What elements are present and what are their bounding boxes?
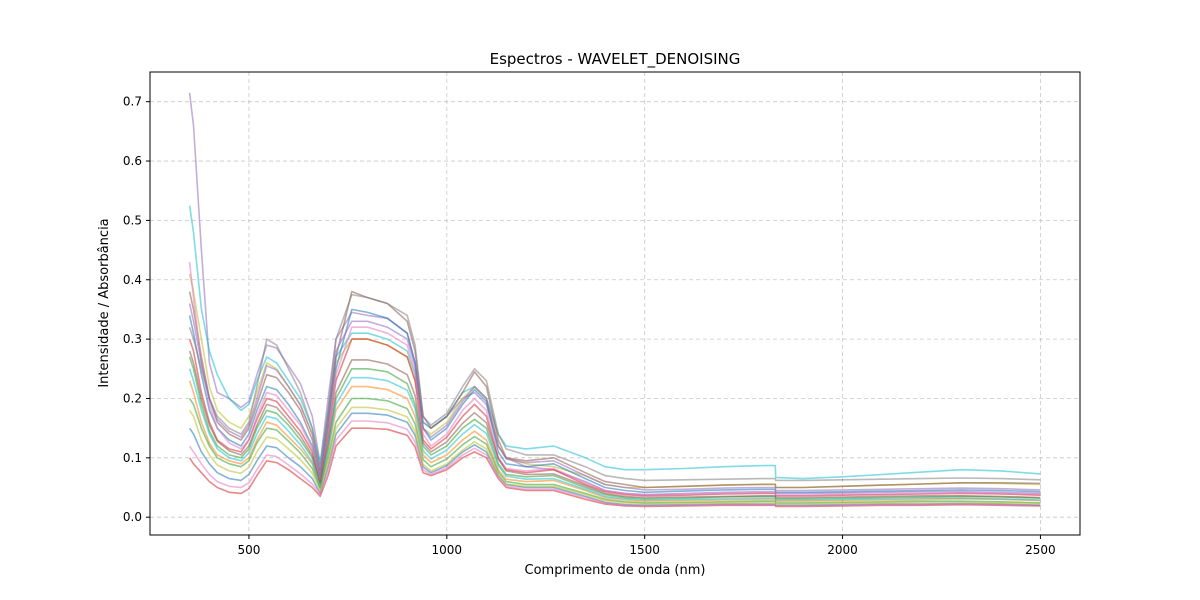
y-axis-label: Intensidade / Absorbância <box>97 218 112 387</box>
series-group <box>188 92 1041 508</box>
plot-frame <box>149 71 1081 536</box>
spectrum-line <box>188 420 1041 507</box>
y-tick-label: 0.0 <box>123 510 142 524</box>
spectrum-line <box>188 397 1041 504</box>
spectrum-line <box>188 350 1041 499</box>
x-tick-label: 1000 <box>432 543 463 557</box>
spectrum-line <box>188 368 1041 501</box>
y-tick-label: 0.7 <box>123 95 142 109</box>
y-tick-label: 0.3 <box>123 332 142 346</box>
x-tick-label: 500 <box>237 543 260 557</box>
spectrum-line <box>188 205 1041 480</box>
spectrum-line <box>188 308 1041 494</box>
y-tick-label: 0.2 <box>123 391 142 405</box>
y-tick-label: 0.1 <box>123 451 142 465</box>
y-tick-label: 0.6 <box>123 154 142 168</box>
x-tick-label: 2500 <box>1025 543 1056 557</box>
x-tick-label: 2000 <box>827 543 858 557</box>
spectrum-line <box>188 290 1041 489</box>
spectrum-line <box>188 293 1041 482</box>
y-tick-label: 0.5 <box>123 213 142 227</box>
ticks: 500 1000 1500 2000 2500 0.0 0.1 0.2 0.3 0.4 0.5 0.6… <box>123 95 1056 557</box>
x-axis-label: Comprimento de onda (nm) <box>525 563 706 578</box>
chart-title: Espectros - WAVELET_DENOISING <box>490 50 741 69</box>
y-tick-label: 0.4 <box>123 273 142 287</box>
x-tick-label: 1500 <box>629 543 660 557</box>
spectrum-line <box>188 92 1041 496</box>
spectrum-line <box>188 261 1041 496</box>
spectrum-line <box>188 303 1041 492</box>
spectrum-line <box>188 406 1041 505</box>
